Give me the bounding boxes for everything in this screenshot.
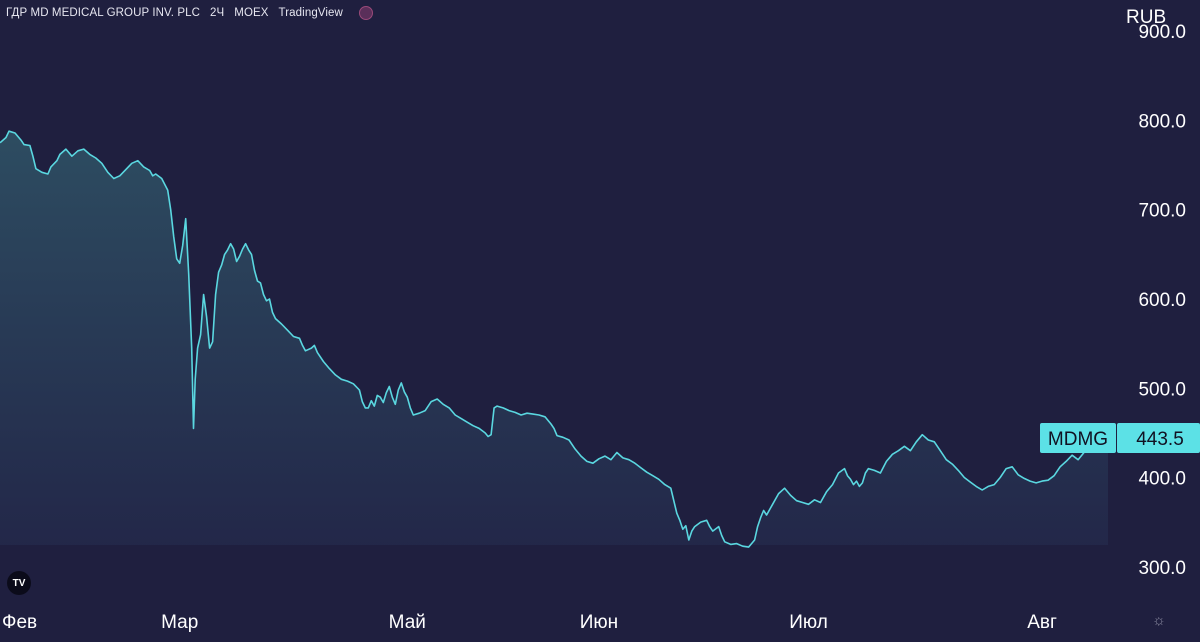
price-area [0,131,1108,548]
price-label-box [1117,423,1200,453]
indicator-badge-icon[interactable] [358,6,373,20]
x-tick-label: Июн [580,612,618,633]
source-label: TradingView [278,7,343,19]
chart-header: ГДР MD MEDICAL GROUP INV. PLC 2Ч MOEX Tr… [6,6,373,20]
y-tick-label: 800.0 [1138,112,1186,133]
price-label: 443.5 [1136,429,1184,450]
x-tick-label: Июл [789,612,828,633]
x-tick-label: Фев [2,612,37,633]
x-tick-label: Май [389,612,426,633]
interval-label[interactable]: 2Ч [210,7,225,19]
y-tick-label: 300.0 [1138,558,1186,579]
x-tick-label: Авг [1027,612,1057,633]
currency-label[interactable]: RUB [1126,7,1166,28]
symbol-name: ГДР MD MEDICAL GROUP INV. PLC [6,7,201,19]
y-tick-label: 600.0 [1138,290,1186,311]
y-tick-label: 900.0 [1138,22,1186,43]
ticker-label-box [1040,423,1116,453]
settings-gear-icon[interactable]: ☼ [1152,612,1166,629]
y-tick-label: 700.0 [1138,201,1186,222]
price-line [0,130,1109,548]
tradingview-logo-icon[interactable]: TV [7,571,31,595]
y-tick-label: 500.0 [1138,379,1186,400]
y-axis[interactable]: 300.0 400.0 500.0 600.0 700.0 800.0 900.0 [1138,22,1186,579]
y-tick-label: 400.0 [1138,469,1186,490]
price-area-fill [0,131,1108,548]
x-axis[interactable]: Фев Мар Май Июн Июл Авг [2,612,1057,633]
last-price-label: MDMG 443.5 [1040,423,1200,453]
x-tick-label: Мар [161,612,198,633]
price-series-line [0,130,1109,548]
ticker-label: MDMG [1048,429,1108,450]
exchange-label: MOEX [234,7,269,19]
